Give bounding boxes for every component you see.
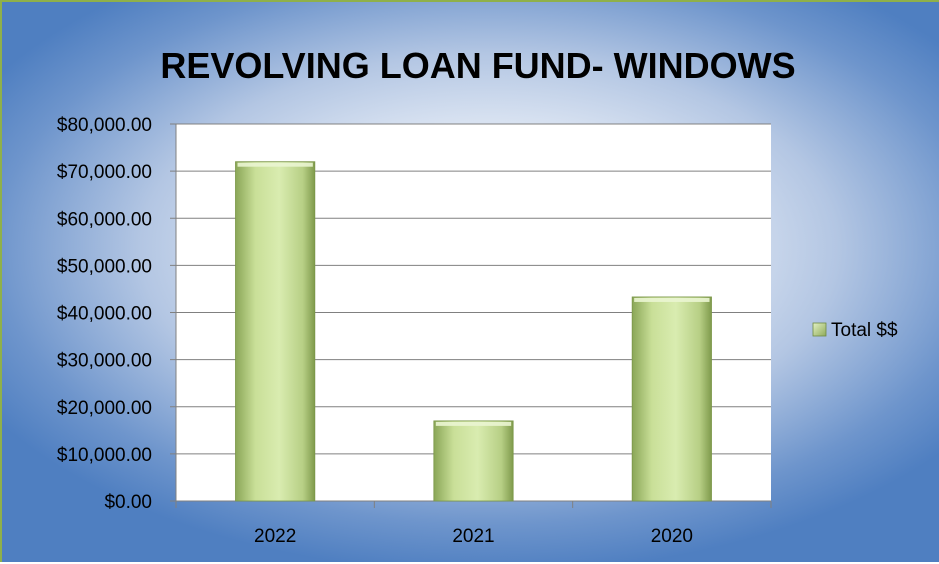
y-tick-label: $70,000.00 — [57, 162, 152, 183]
y-tick-label: $0.00 — [104, 492, 152, 513]
bar — [235, 161, 316, 502]
bar-2022 — [235, 161, 316, 502]
y-tick-label: $50,000.00 — [57, 256, 152, 277]
y-tick-label: $60,000.00 — [57, 209, 152, 230]
bar — [433, 420, 514, 502]
bar-top-highlight — [634, 297, 710, 302]
plot-area: $0.00 $10,000.00 $20,000.00 $30,000.00 $40,0… — [57, 115, 772, 547]
x-tick-label: 2022 — [254, 526, 296, 547]
y-tick-label: $30,000.00 — [57, 351, 152, 372]
bar-2020 — [631, 296, 712, 502]
y-tick-label: $20,000.00 — [57, 398, 152, 419]
bar-top-highlight — [435, 421, 512, 426]
legend-label: Total $$ — [831, 320, 898, 341]
y-tick-label: $80,000.00 — [57, 115, 152, 136]
legend-swatch — [812, 322, 827, 337]
legend: Total $$ — [812, 320, 898, 341]
chart-title: REVOLVING LOAN FUND- WINDOWS — [160, 45, 795, 86]
x-tick-label: 2020 — [651, 526, 693, 547]
bar — [631, 296, 712, 502]
x-tick-label: 2021 — [452, 526, 494, 547]
bar-2021 — [433, 420, 514, 502]
y-tick-label: $10,000.00 — [57, 445, 152, 466]
y-tick-label: $40,000.00 — [57, 304, 152, 325]
bar-top-highlight — [237, 162, 313, 167]
